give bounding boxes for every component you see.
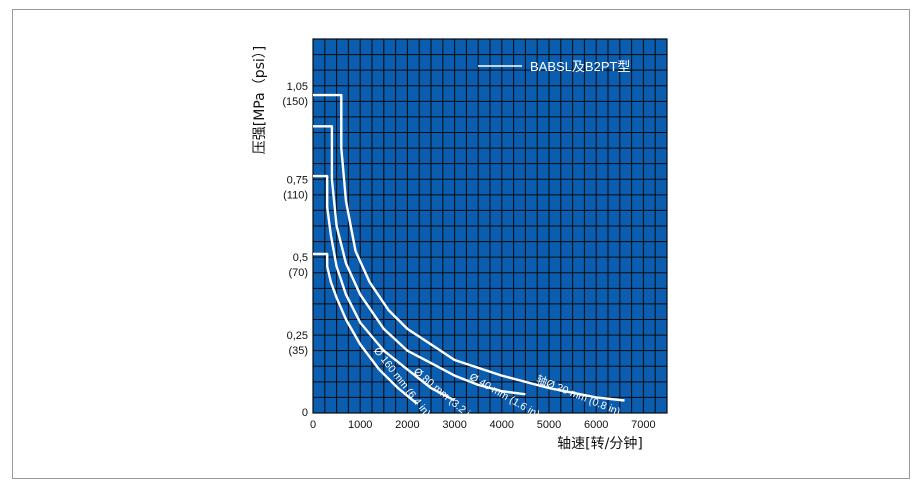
figure-frame <box>12 9 910 479</box>
y-tick-label: 0,25 <box>287 330 308 342</box>
y-axis-title: 压强[MPa（psi）] <box>252 46 268 154</box>
x-tick-label: 2000 <box>395 419 419 431</box>
series-line-2 <box>313 174 456 402</box>
y-tick-sublabel: (150) <box>282 96 308 108</box>
x-tick-labels: 0 1000 2000 3000 4000 5000 6000 7000 <box>310 419 656 431</box>
y-tick-sublabel: (70) <box>288 267 308 279</box>
y-tick-sublabel: (110) <box>283 189 308 201</box>
x-tick-label: 4000 <box>490 419 514 431</box>
legend-label: BABSL及B2PT型 <box>530 59 630 74</box>
y-tick-label: 1,05 <box>287 81 308 93</box>
series-line-1 <box>313 252 418 405</box>
data-curves <box>313 93 625 405</box>
x-tick-label: 1000 <box>348 419 372 431</box>
x-tick-label: 0 <box>310 419 316 431</box>
y-tick-labels: 0 0,25 (35) 0,5 (70) 0,75 (110) 1,05 (150) <box>282 81 308 419</box>
y-tick-label: 0,75 <box>287 174 308 186</box>
x-tick-label: 5000 <box>537 419 561 431</box>
y-tick-sublabel: (35) <box>288 345 308 357</box>
legend: BABSL及B2PT型 <box>478 59 630 74</box>
series-line-4 <box>313 93 625 402</box>
series-line-3 <box>313 125 526 396</box>
y-tick-label: 0 <box>302 407 308 419</box>
x-tick-label: 3000 <box>442 419 466 431</box>
y-tick-label: 0,5 <box>293 252 308 264</box>
x-axis-title: 轴速[转/分钟] <box>557 435 643 452</box>
x-tick-label: 7000 <box>631 419 655 431</box>
x-tick-label: 6000 <box>584 419 608 431</box>
